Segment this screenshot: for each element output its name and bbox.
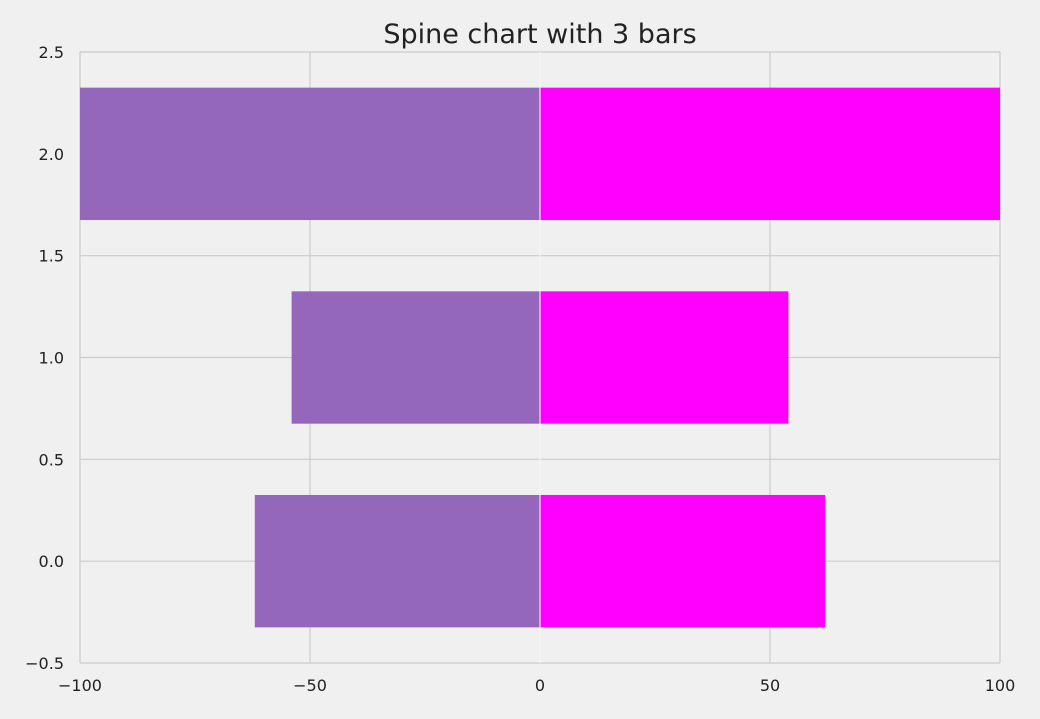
bar-left-1 [291, 291, 540, 424]
y-tick-label: 1.5 [39, 247, 64, 266]
x-tick-label: 50 [760, 676, 780, 695]
y-tick-label: 0.5 [39, 450, 64, 469]
x-axis-ticks: −100 −50 0 50 100 [58, 676, 1015, 695]
y-tick-label: 2.5 [39, 43, 64, 62]
x-tick-label: 100 [985, 676, 1016, 695]
y-axis-ticks: −0.5 0.0 0.5 1.0 1.5 2.0 2.5 [25, 43, 64, 673]
bar-right-1 [540, 291, 789, 424]
chart-title: Spine chart with 3 bars [383, 19, 696, 50]
y-tick-label: 0.0 [39, 552, 64, 571]
x-tick-label: −100 [58, 676, 102, 695]
bar-right-2 [540, 87, 1000, 221]
x-tick-label: 0 [535, 676, 545, 695]
y-tick-label: 2.0 [39, 145, 64, 164]
bars-layer [80, 52, 1000, 663]
x-tick-label: −50 [293, 676, 327, 695]
y-tick-label: −0.5 [25, 654, 64, 673]
bar-left-2 [80, 87, 540, 221]
y-tick-label: 1.0 [39, 349, 64, 368]
bar-left-0 [254, 494, 541, 628]
bar-right-0 [540, 494, 826, 628]
